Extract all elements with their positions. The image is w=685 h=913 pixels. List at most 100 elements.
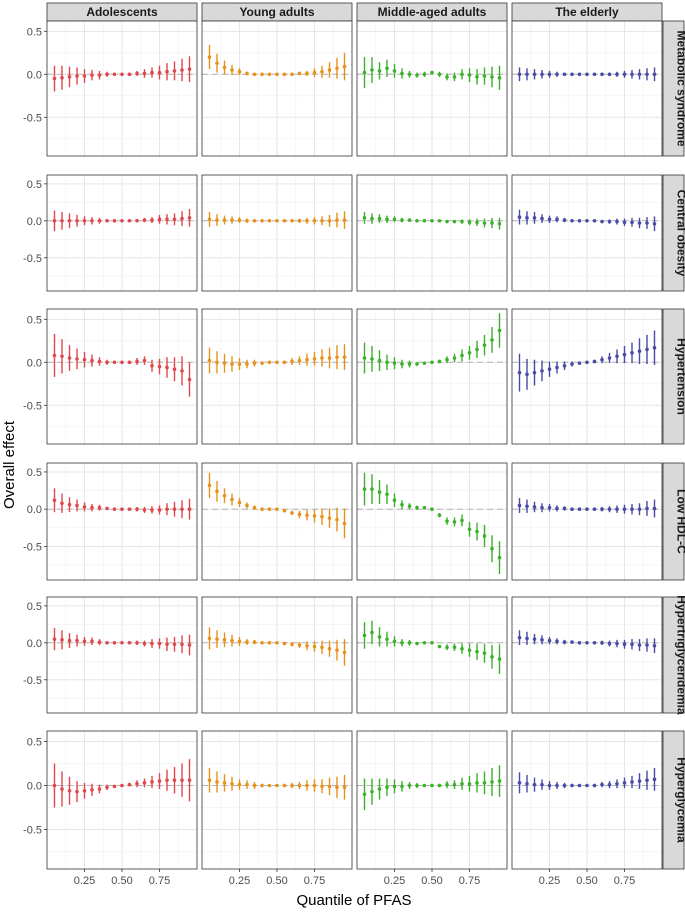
data-point [52,219,57,223]
data-point [525,504,529,509]
data-point [282,508,287,513]
row-strip [662,596,685,714]
data-point [67,75,72,79]
data-point [430,360,434,365]
data-point [555,217,559,222]
data-point [342,218,347,222]
y-tick-label: -0.5 [23,253,42,265]
data-point [150,218,154,222]
data-point [630,351,634,355]
data-point [475,347,479,352]
data-point [112,507,117,512]
data-point [67,638,72,643]
data-point [112,784,117,789]
y-tick-label: -0.5 [23,824,42,836]
data-point [460,353,464,358]
data-point [490,655,494,659]
data-point [615,219,619,224]
data-point [400,502,404,507]
data-point [630,220,634,225]
data-point [467,73,472,77]
data-point [445,75,449,79]
data-point [547,783,552,788]
data-point [142,508,147,512]
data-point [52,76,57,81]
data-point [335,218,339,222]
data-point [260,219,264,223]
data-point [392,361,397,365]
data-point [127,219,132,223]
data-point [282,72,287,77]
data-point [377,787,382,791]
data-point [517,635,522,640]
data-point [222,361,227,365]
data-point [260,641,264,645]
data-point [297,783,302,788]
data-point [400,71,404,76]
data-point [215,780,219,784]
data-point [252,72,257,77]
data-point [290,72,294,77]
data-series [362,620,502,674]
x-axis-title: Quantile of PFAS [296,892,411,909]
data-series [362,313,502,374]
data-point [385,217,389,222]
data-point [90,788,94,792]
row-strip [662,730,685,870]
data-point [475,781,479,785]
data-point [237,782,242,787]
y-tick-label: 0.5 [27,737,42,749]
data-point [142,358,147,363]
data-point [622,642,627,647]
data-point [532,505,537,509]
data-point [517,215,522,219]
data-point [555,72,559,77]
data-point [525,372,529,377]
y-tick-label: 0.0 [27,638,42,650]
data-point [320,219,324,223]
data-point [607,356,612,360]
data-point [400,641,404,645]
data-point [607,641,612,646]
data-point [157,641,162,646]
data-point [120,507,124,512]
data-point [207,778,212,783]
x-tick-label: 0.75 [614,875,635,887]
data-point [312,357,317,361]
data-point [335,785,339,790]
data-point [150,641,154,646]
data-point [187,216,192,220]
data-point [652,72,657,77]
data-point [342,650,347,655]
data-point [407,218,412,222]
data-point [460,219,464,224]
data-point [577,783,582,788]
data-point [482,651,487,655]
data-point [497,328,502,333]
data-point [607,72,612,77]
row-strip [662,308,685,445]
data-point [60,219,64,223]
y-tick-label: 0.5 [27,26,42,38]
data-point [142,641,147,646]
data-series [207,45,347,81]
data-point [297,358,302,363]
data-point [187,377,192,382]
data-point [652,777,657,782]
data-point [305,219,309,223]
data-point [622,507,627,512]
y-tick-label: -0.5 [23,112,42,124]
data-point [112,360,117,365]
data-point [362,70,367,75]
data-series [207,627,347,666]
data-point [120,360,124,365]
data-point [585,783,589,788]
data-series [52,56,192,92]
data-point [320,69,324,74]
facet-panel [357,21,507,156]
data-point [622,72,627,77]
data-point [547,638,552,643]
data-point [497,75,502,80]
data-point [445,782,449,787]
